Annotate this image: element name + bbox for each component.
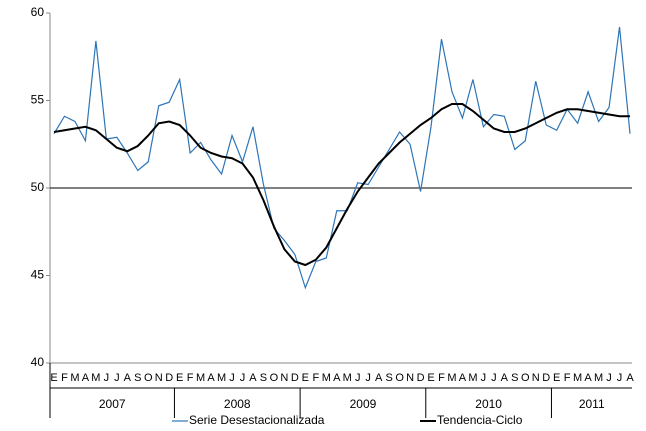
x-tick-label: S (511, 372, 518, 384)
series-line (53, 103, 630, 267)
x-tick-label: M (196, 372, 205, 384)
x-tick-label: O (144, 372, 153, 384)
x-tick-label: F (187, 372, 194, 384)
x-tick-label: D (417, 372, 425, 384)
x-tick-label: J (365, 372, 371, 384)
group-label: 2007 (99, 397, 126, 411)
x-tick-label: A (82, 372, 90, 384)
x-tick-label: M (70, 372, 79, 384)
x-tick-label: M (468, 372, 477, 384)
group-label: 2011 (579, 397, 605, 411)
x-tick-label: E (427, 372, 434, 384)
y-tick-label: 55 (31, 93, 45, 107)
x-tick-label: A (207, 372, 215, 384)
x-tick-label: S (134, 372, 141, 384)
y-tick-label: 60 (31, 5, 45, 19)
legend-label: Tendencia-Ciclo (437, 413, 523, 427)
x-tick-label: D (165, 372, 173, 384)
x-tick-label: J (104, 372, 110, 384)
x-tick-label: M (594, 372, 603, 384)
x-tick-label: A (501, 372, 509, 384)
x-tick-label: M (91, 372, 100, 384)
x-tick-label: O (395, 372, 404, 384)
y-tick-label: 50 (31, 180, 45, 194)
x-tick-label: J (114, 372, 120, 384)
x-tick-label: F (564, 372, 571, 384)
x-tick-label: J (355, 372, 361, 384)
x-tick-label: E (50, 372, 57, 384)
x-tick-label: M (217, 372, 226, 384)
x-tick-label: S (385, 372, 392, 384)
x-tick-label: F (312, 372, 319, 384)
x-tick-label: J (481, 372, 487, 384)
x-tick-label: J (606, 372, 612, 384)
x-tick-label: F (61, 372, 68, 384)
x-tick-label: J (617, 372, 623, 384)
x-tick-label: A (626, 372, 634, 384)
x-tick-label: A (249, 372, 257, 384)
group-label: 2008 (224, 397, 251, 411)
x-tick-label: A (584, 372, 592, 384)
x-tick-label: D (542, 372, 550, 384)
x-tick-label: N (406, 372, 414, 384)
group-label: 2010 (475, 397, 502, 411)
x-tick-label: E (553, 372, 560, 384)
x-tick-label: M (447, 372, 456, 384)
group-label: 2009 (350, 397, 377, 411)
x-tick-label: A (124, 372, 132, 384)
x-tick-label: A (375, 372, 383, 384)
legend-label: Serie Desestacionalizada (189, 413, 325, 427)
x-tick-label: N (280, 372, 288, 384)
x-tick-label: F (438, 372, 445, 384)
x-tick-label: N (155, 372, 163, 384)
x-tick-label: J (240, 372, 246, 384)
x-tick-label: S (260, 372, 267, 384)
x-tick-label: M (322, 372, 331, 384)
x-tick-label: O (521, 372, 530, 384)
series-line (53, 26, 631, 290)
x-tick-label: D (291, 372, 299, 384)
x-tick-label: M (343, 372, 352, 384)
x-tick-label: M (573, 372, 582, 384)
x-tick-label: O (270, 372, 279, 384)
x-tick-label: J (491, 372, 497, 384)
y-tick-label: 40 (31, 355, 45, 369)
x-tick-label: J (229, 372, 235, 384)
x-tick-label: A (459, 372, 467, 384)
x-tick-label: E (176, 372, 183, 384)
x-tick-label: A (333, 372, 341, 384)
x-tick-label: E (302, 372, 309, 384)
y-tick-label: 45 (31, 268, 45, 282)
x-tick-label: N (532, 372, 540, 384)
